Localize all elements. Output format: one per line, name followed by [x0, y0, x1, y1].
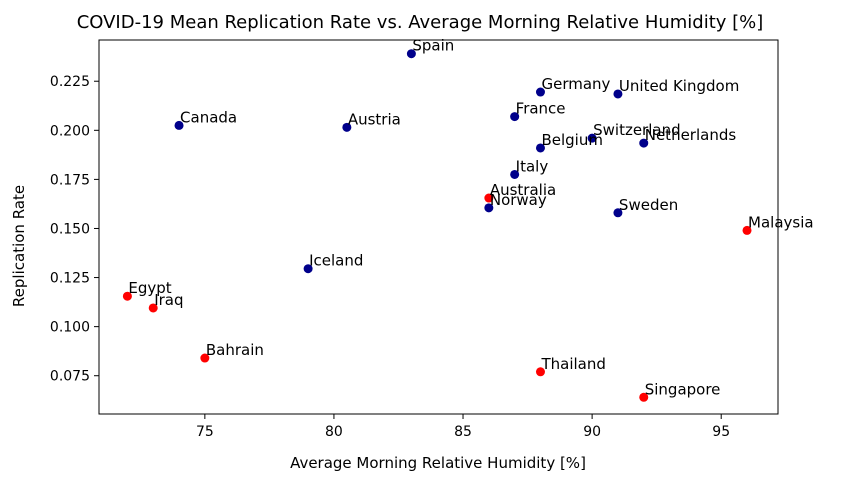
data-point-label: Iceland: [309, 252, 363, 270]
y-tick-label: 0.225: [50, 74, 90, 90]
y-axis-label: Replication Rate: [10, 185, 28, 307]
data-point: [535, 367, 545, 377]
data-point-label: Malaysia: [748, 213, 814, 231]
data-point: [613, 208, 623, 218]
data-point-label: Austria: [348, 110, 401, 128]
data-point-label: France: [516, 100, 566, 118]
data-point: [535, 143, 545, 153]
data-point-label: Switzerland: [593, 121, 681, 139]
data-point: [639, 392, 649, 402]
data-point-label: Netherlands: [645, 126, 737, 144]
y-tick-label: 0.150: [50, 221, 90, 237]
data-point: [613, 89, 623, 99]
data-point: [342, 122, 352, 132]
data-point: [484, 193, 494, 203]
y-tick-label: 0.100: [50, 320, 90, 336]
x-tick-label: 80: [325, 424, 343, 440]
data-point: [303, 264, 313, 274]
x-tick-label: 95: [712, 424, 730, 440]
data-point-label: Sweden: [619, 196, 678, 214]
plot-layer: 75 80 85 90 95 0.075 0.100 0.125 0.150 0.175 0.200…: [50, 37, 814, 440]
data-point-label: Germany: [541, 75, 610, 93]
data-point: [148, 303, 158, 313]
data-point-label: Egypt: [128, 279, 171, 297]
data-point: [406, 49, 416, 59]
data-point: [510, 112, 520, 122]
data-point: [200, 353, 210, 363]
chart-title: COVID-19 Mean Replication Rate vs. Avera…: [77, 12, 764, 33]
data-point: [510, 169, 520, 179]
data-point: [122, 291, 132, 301]
data-point-label: Spain: [412, 37, 454, 55]
x-axis-label: Average Morning Relative Humidity [%]: [290, 454, 586, 472]
data-point-label: Norway: [490, 191, 547, 209]
data-point-label: United Kingdom: [619, 77, 739, 95]
data-point-label: Canada: [180, 108, 237, 126]
data-point-label: Thailand: [540, 355, 605, 373]
data-point: [587, 133, 597, 143]
data-point-label: Italy: [516, 157, 549, 175]
data-point: [535, 87, 545, 97]
data-point-label: Bahrain: [206, 341, 264, 359]
x-tick-label: 90: [583, 424, 601, 440]
x-tick-label: 85: [454, 424, 472, 440]
data-point-label: Iraq: [154, 291, 183, 309]
data-point-label: Australia: [490, 181, 556, 199]
y-tick-label: 0.200: [50, 123, 90, 139]
y-tick-label: 0.075: [50, 369, 90, 385]
y-tick-label: 0.175: [50, 172, 90, 188]
y-tick-label: 0.125: [50, 271, 90, 287]
data-point: [174, 120, 184, 130]
data-point: [484, 203, 494, 213]
data-point-label: Belgium: [541, 131, 603, 149]
data-point-label: Singapore: [645, 380, 721, 398]
data-point: [639, 138, 649, 148]
data-point: [742, 225, 752, 235]
x-tick-label: 75: [196, 424, 214, 440]
plot-frame: [98, 39, 779, 415]
